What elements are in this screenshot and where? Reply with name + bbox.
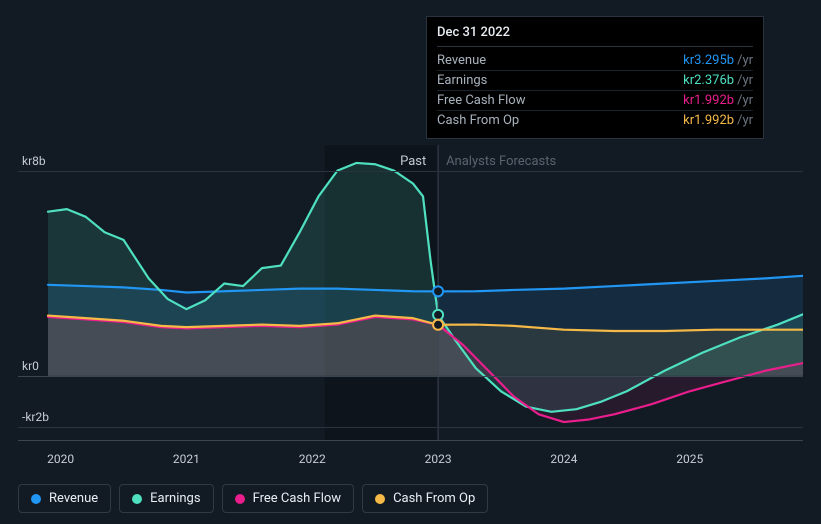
- x-axis-label: 2022: [299, 452, 326, 466]
- legend-dot-icon: [132, 494, 142, 504]
- tooltip-rows: Revenue kr3.295b/yr Earnings kr2.376b/yr Fre…: [437, 51, 753, 130]
- legend-item-cfo[interactable]: Cash From Op: [362, 484, 488, 513]
- tooltip-row-value: kr3.295b/yr: [683, 53, 753, 68]
- chart-tooltip: Dec 31 2022 Revenue kr3.295b/yr Earnings kr…: [426, 16, 764, 139]
- tooltip-row-label: Cash From Op: [437, 113, 519, 128]
- axis-line: [18, 440, 803, 441]
- x-axis-label: 2021: [173, 452, 200, 466]
- legend-label: Earnings: [150, 491, 200, 506]
- x-axis-label: 2020: [47, 452, 74, 466]
- tooltip-row-label: Free Cash Flow: [437, 93, 525, 108]
- x-axis-label: 2025: [676, 452, 703, 466]
- legend-item-earnings[interactable]: Earnings: [119, 484, 213, 513]
- y-axis-label: -kr2b: [22, 410, 49, 424]
- y-axis-label: kr0: [22, 359, 39, 373]
- forecast-label: Analysts Forecasts: [446, 154, 556, 169]
- x-axis-label: 2023: [425, 452, 452, 466]
- tooltip-row-value: kr2.376b/yr: [683, 73, 753, 88]
- tooltip-row-value: kr1.992b/yr: [683, 113, 753, 128]
- tooltip-row: Cash From Op kr1.992b/yr: [437, 111, 753, 130]
- tooltip-row: Earnings kr2.376b/yr: [437, 71, 753, 91]
- gridline: [18, 376, 803, 377]
- past-label: Past: [400, 154, 426, 169]
- y-axis-label: kr8b: [22, 154, 46, 168]
- gridline: [18, 171, 803, 172]
- tooltip-row: Revenue kr3.295b/yr: [437, 51, 753, 71]
- tooltip-row-label: Revenue: [437, 53, 486, 68]
- legend-label: Cash From Op: [393, 491, 475, 506]
- legend: Revenue Earnings Free Cash Flow Cash From O…: [18, 484, 488, 513]
- legend-item-revenue[interactable]: Revenue: [18, 484, 111, 513]
- legend-dot-icon: [31, 494, 41, 504]
- legend-dot-icon: [375, 494, 385, 504]
- tooltip-row-label: Earnings: [437, 73, 487, 88]
- legend-label: Revenue: [49, 491, 98, 506]
- tooltip-date: Dec 31 2022: [437, 25, 753, 47]
- tooltip-row-value: kr1.992b/yr: [683, 93, 753, 108]
- gridline: [18, 427, 803, 428]
- legend-label: Free Cash Flow: [253, 491, 341, 506]
- tooltip-row: Free Cash Flow kr1.992b/yr: [437, 91, 753, 111]
- legend-item-fcf[interactable]: Free Cash Flow: [222, 484, 354, 513]
- x-axis-label: 2024: [550, 452, 577, 466]
- legend-dot-icon: [235, 494, 245, 504]
